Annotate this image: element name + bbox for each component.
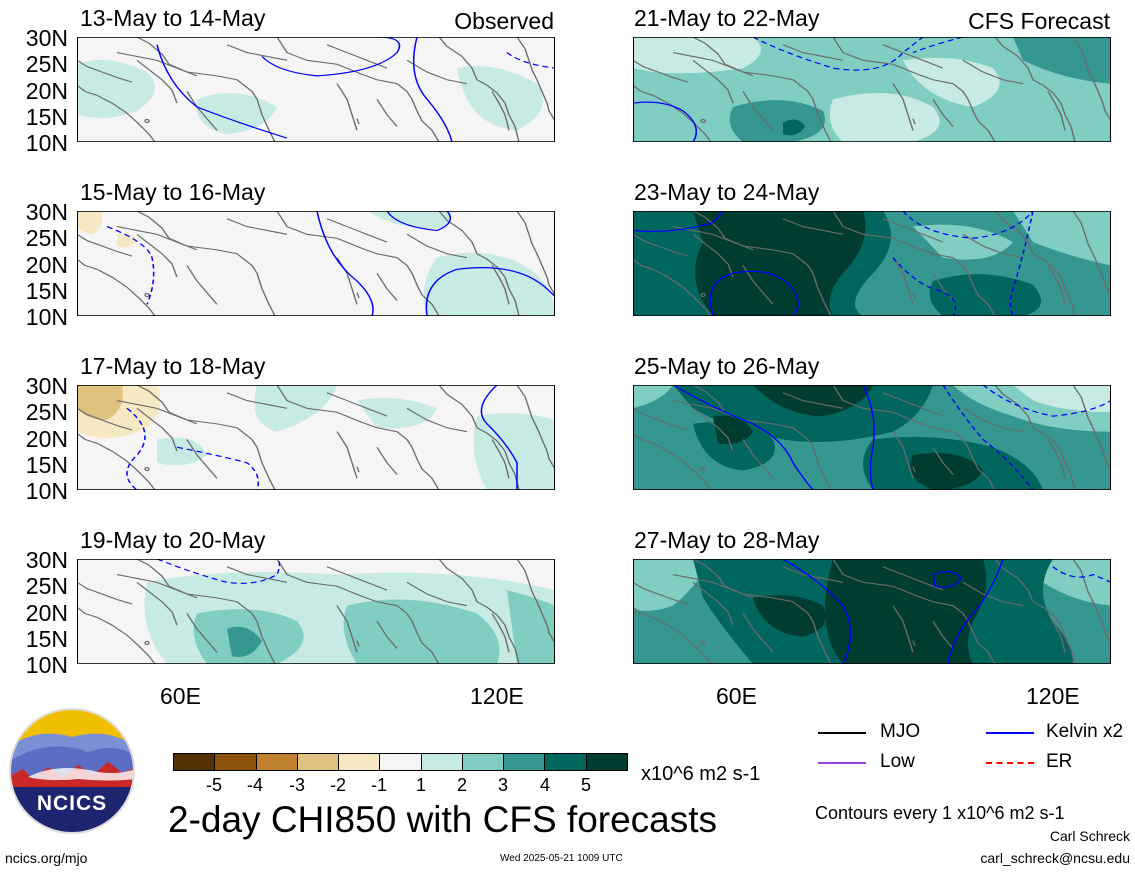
map-panel-19-may — [77, 559, 555, 664]
lat-label: 25N — [25, 399, 68, 425]
colorbar-swatch — [503, 753, 546, 771]
lat-label: 20N — [25, 252, 68, 278]
colorbar-tick: -4 — [246, 775, 264, 795]
panel-title: 27-May to 28-May — [634, 527, 820, 553]
map-panel-17-may — [77, 385, 555, 490]
logo-text: NCICS — [37, 792, 107, 815]
legend-label: Low — [880, 751, 915, 772]
colorbar-swatch — [255, 753, 298, 771]
map-panel-27-may — [633, 559, 1111, 664]
colorbar-swatch — [214, 753, 257, 771]
lat-label: 25N — [25, 225, 68, 251]
lon-label: 120E — [470, 683, 524, 709]
lat-label: 20N — [25, 600, 68, 626]
colorbar-swatch — [338, 753, 381, 771]
colorbar-unit: x10^6 m2 s-1 — [641, 763, 761, 785]
lat-label: 25N — [25, 573, 68, 599]
legend-line-low — [818, 762, 866, 764]
observed-label: Observed — [454, 8, 554, 34]
map-panel-21-may — [633, 37, 1111, 142]
colorbar-swatch — [173, 753, 216, 771]
lat-label: 20N — [25, 78, 68, 104]
lat-label: 30N — [25, 373, 68, 399]
panel-title: 21-May to 22-May — [634, 5, 820, 31]
footer-author: Carl Schreck — [1049, 828, 1130, 844]
lon-label: 60E — [160, 683, 201, 709]
ncics-logo: NCICS — [8, 707, 136, 835]
lat-label: 15N — [25, 626, 68, 652]
colorbar-swatches — [173, 753, 628, 771]
colorbar-tick: -2 — [329, 775, 347, 795]
colorbar-swatch — [585, 753, 628, 771]
footer-url: ncics.org/mjo — [5, 850, 88, 866]
colorbar-swatch — [461, 753, 505, 771]
legend-line-mjo — [818, 732, 866, 734]
footer-email: carl_schreck@ncsu.edu — [980, 850, 1130, 866]
panel-title: 25-May to 26-May — [634, 353, 820, 379]
lat-label: 15N — [25, 452, 68, 478]
legend-label: ER — [1046, 751, 1073, 772]
figure-title: 2-day CHI850 with CFS forecasts — [168, 799, 718, 840]
lat-label: 10N — [25, 478, 68, 504]
lat-label: 10N — [25, 652, 68, 678]
lat-label: 20N — [25, 426, 68, 452]
footer-timestamp: Wed 2025-05-21 1009 UTC — [500, 853, 623, 864]
legend-label: MJO — [880, 721, 921, 742]
colorbar-tick: -5 — [205, 775, 223, 795]
colorbar-swatch — [296, 753, 340, 771]
lat-label: 15N — [25, 104, 68, 130]
lon-label: 120E — [1026, 683, 1080, 709]
colorbar-tick: 2 — [456, 775, 468, 795]
lon-label: 60E — [716, 683, 757, 709]
legend-label: Kelvin x2 — [1046, 721, 1124, 742]
cfs-forecast-label: CFS Forecast — [968, 8, 1110, 34]
map-panel-23-may — [633, 211, 1111, 316]
lat-label: 10N — [25, 304, 68, 330]
legend-line-er — [986, 762, 1034, 764]
colorbar-swatch — [420, 753, 463, 771]
map-panel-13-may — [77, 37, 555, 142]
colorbar-tick: 5 — [580, 775, 592, 795]
lat-label: 10N — [25, 130, 68, 156]
panel-title: 15-May to 16-May — [80, 179, 266, 205]
map-panel-25-may — [633, 385, 1111, 490]
lat-label: 30N — [25, 25, 68, 51]
lat-label: 30N — [25, 199, 68, 225]
panel-title: 17-May to 18-May — [80, 353, 266, 379]
colorbar-tick: 1 — [415, 775, 427, 795]
colorbar-tick: 4 — [539, 775, 551, 795]
panel-title: 19-May to 20-May — [80, 527, 266, 553]
lat-label: 30N — [25, 547, 68, 573]
colorbar-tick: 3 — [497, 775, 509, 795]
panel-title: 13-May to 14-May — [80, 5, 266, 31]
colorbar-swatch — [544, 753, 587, 771]
colorbar-tick: -1 — [370, 775, 388, 795]
lat-label: 25N — [25, 51, 68, 77]
legend-line-kelvin — [986, 732, 1034, 734]
colorbar: -5 -4 -3 -2 -1 1 2 3 4 5 — [173, 753, 628, 797]
panel-title: 23-May to 24-May — [634, 179, 820, 205]
contours-note: Contours every 1 x10^6 m2 s-1 — [815, 803, 1065, 823]
colorbar-swatch — [379, 753, 422, 771]
map-panel-15-may — [77, 211, 555, 316]
lat-label: 15N — [25, 278, 68, 304]
colorbar-tick: -3 — [288, 775, 306, 795]
